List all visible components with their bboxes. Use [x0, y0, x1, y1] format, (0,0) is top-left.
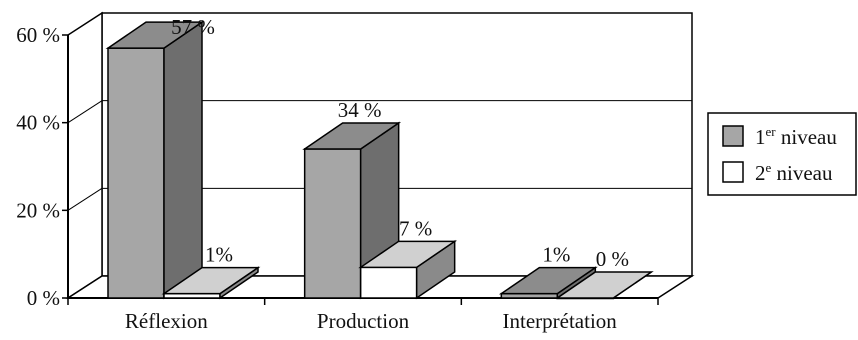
legend-swatch-niveau1	[722, 125, 744, 147]
x-category-label: Production	[317, 309, 410, 333]
gridline-side	[67, 100, 103, 124]
legend-label: 1er niveau	[755, 124, 837, 149]
gridline-side	[67, 187, 103, 211]
legend-swatch-niveau2	[722, 161, 744, 183]
data-label: 57 %	[171, 15, 215, 39]
data-label: 0 %	[596, 247, 629, 271]
legend-label: 2e niveau	[755, 160, 833, 185]
data-label: 1%	[542, 243, 570, 267]
bar-niveau1-front	[303, 148, 362, 299]
y-tick-label: 20 %	[16, 198, 60, 222]
bar-niveau2-top	[554, 271, 654, 299]
x-category-label: Interprétation	[503, 309, 618, 333]
y-tick-label: 60 %	[16, 23, 60, 47]
data-label: 7 %	[399, 216, 432, 240]
bar-niveau1-top	[302, 122, 402, 150]
data-label: 34 %	[338, 98, 382, 122]
bar-niveau1-top	[105, 21, 205, 49]
bar-niveau1-front	[107, 47, 165, 299]
bar-niveau2-top	[161, 266, 261, 295]
y-tick-label: 40 %	[16, 111, 60, 135]
bar-niveau2-top	[358, 240, 458, 269]
bar-niveau2-front	[359, 266, 418, 299]
x-category-label: Réflexion	[125, 309, 208, 333]
plot-side-wall	[67, 11, 103, 300]
y-tick-label: 0 %	[27, 286, 60, 310]
bar-niveau1-top	[498, 266, 598, 295]
data-label: 1%	[205, 243, 233, 267]
bar-niveau1-side	[163, 20, 203, 300]
